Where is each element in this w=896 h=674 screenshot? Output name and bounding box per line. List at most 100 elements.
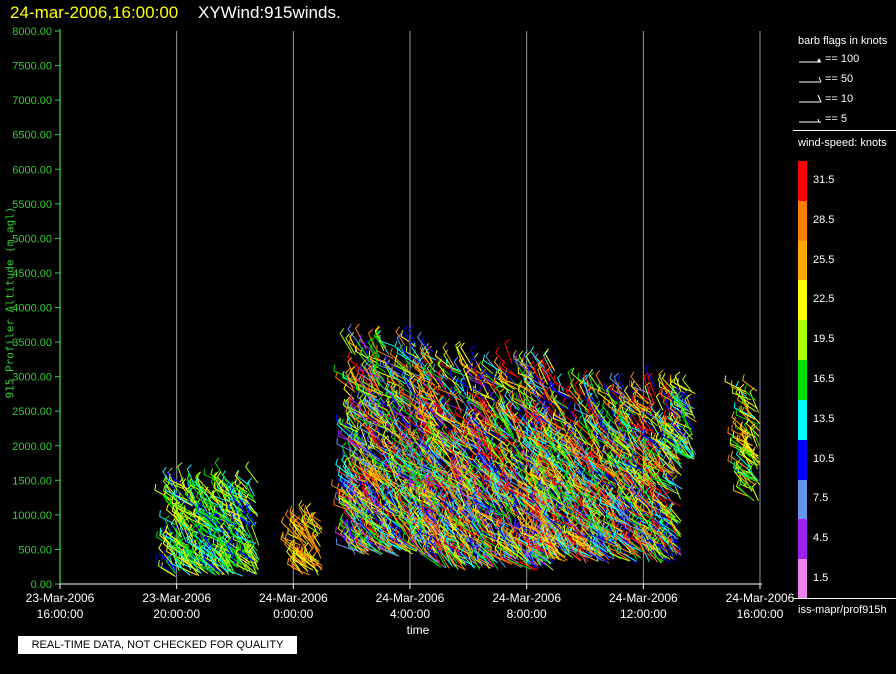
colorbar-label: 22.5 — [813, 293, 835, 306]
wind-barb — [194, 476, 211, 501]
wind-barb — [579, 487, 597, 503]
wind-barb — [485, 440, 508, 455]
wind-barb — [671, 419, 684, 437]
wind-barb — [350, 464, 371, 484]
x-tick-label: 24-Mar-2006 — [376, 591, 445, 605]
wind-barb — [651, 507, 673, 523]
wind-barb — [456, 343, 469, 368]
wind-barb — [530, 467, 546, 484]
wind-barb — [439, 396, 447, 415]
wind-barb — [342, 449, 358, 462]
wind-barb — [612, 460, 631, 474]
wind-barb — [613, 416, 625, 442]
wind-barb — [535, 436, 544, 458]
wind-barb — [667, 532, 678, 553]
wind-barb — [554, 504, 570, 520]
wind-barb — [643, 458, 655, 476]
wind-barb — [505, 368, 517, 386]
wind-barb — [540, 514, 559, 528]
wind-barb — [421, 346, 437, 361]
wind-barb — [522, 437, 538, 457]
wind-barb — [506, 441, 519, 463]
wind-barb — [473, 363, 483, 387]
wind-barb — [548, 548, 566, 562]
wind-barb — [412, 532, 422, 556]
wind-barb — [449, 368, 468, 388]
wind-barb — [400, 487, 415, 510]
wind-barb — [473, 386, 494, 400]
wind-barb — [354, 427, 369, 449]
wind-barb — [538, 470, 549, 489]
wind-barb — [476, 537, 495, 560]
wind-barb — [370, 410, 386, 424]
wind-barb — [461, 528, 477, 548]
wind-barb — [730, 456, 751, 476]
wind-barb — [619, 403, 627, 423]
wind-barb — [347, 323, 361, 347]
wind-barb — [479, 373, 493, 395]
wind-barb — [617, 373, 626, 392]
wind-barb — [554, 464, 565, 483]
wind-barb — [618, 449, 637, 464]
wind-barb — [470, 465, 485, 491]
wind-barb — [533, 362, 542, 387]
wind-barb — [390, 488, 406, 511]
wind-barb — [658, 478, 679, 495]
wind-barb — [224, 492, 244, 513]
wind-barb — [593, 436, 603, 460]
wind-barb — [398, 512, 411, 532]
wind-barb — [616, 546, 631, 562]
wind-barb — [569, 446, 581, 464]
wind-barb — [647, 384, 655, 404]
wind-barb — [357, 374, 374, 397]
wind-barb — [452, 491, 466, 514]
wind-barb — [556, 442, 573, 464]
wind-barb — [664, 399, 679, 418]
wind-barb — [185, 542, 198, 569]
wind-barb — [504, 534, 517, 555]
wind-barb — [460, 342, 473, 367]
wind-barb — [219, 543, 230, 565]
data-source-label: iss-mapr/prof915h — [798, 604, 887, 616]
wind-barb — [412, 469, 422, 494]
wind-barb — [517, 519, 539, 534]
wind-barb — [661, 462, 671, 485]
wind-barb — [638, 415, 649, 432]
wind-barb — [394, 454, 408, 477]
wind-barb — [450, 456, 468, 473]
wind-barb — [214, 457, 228, 483]
wind-barb — [482, 463, 491, 486]
wind-barb — [185, 552, 200, 577]
wind-barb — [359, 507, 373, 525]
wind-barb — [525, 535, 545, 552]
wind-barb — [470, 548, 492, 569]
wind-barb — [410, 429, 424, 453]
wind-barb — [658, 386, 667, 405]
wind-barb — [425, 508, 440, 527]
wind-barb — [642, 428, 660, 449]
wind-barb — [350, 475, 359, 496]
x-tick-label: 0:00:00 — [273, 607, 313, 621]
wind-barb — [410, 392, 428, 408]
wind-barb — [546, 432, 557, 452]
wind-barb — [644, 382, 652, 403]
wind-barb — [177, 462, 186, 486]
wind-barb — [735, 386, 749, 407]
wind-barb — [556, 503, 572, 526]
wind-barb — [465, 496, 477, 521]
wind-barb — [642, 466, 657, 485]
wind-barb — [439, 518, 454, 542]
wind-barb — [334, 526, 355, 544]
wind-barb — [514, 519, 532, 537]
wind-barb — [648, 475, 664, 495]
wind-barb — [215, 546, 231, 568]
wind-barb — [162, 466, 173, 487]
wind-barb — [495, 518, 511, 535]
wind-barb — [447, 473, 459, 491]
wind-barb — [442, 342, 455, 367]
wind-barb — [229, 486, 238, 505]
wind-barb — [586, 414, 599, 436]
wind-barb — [639, 438, 651, 464]
wind-barb — [461, 476, 470, 497]
wind-barb — [382, 448, 393, 469]
